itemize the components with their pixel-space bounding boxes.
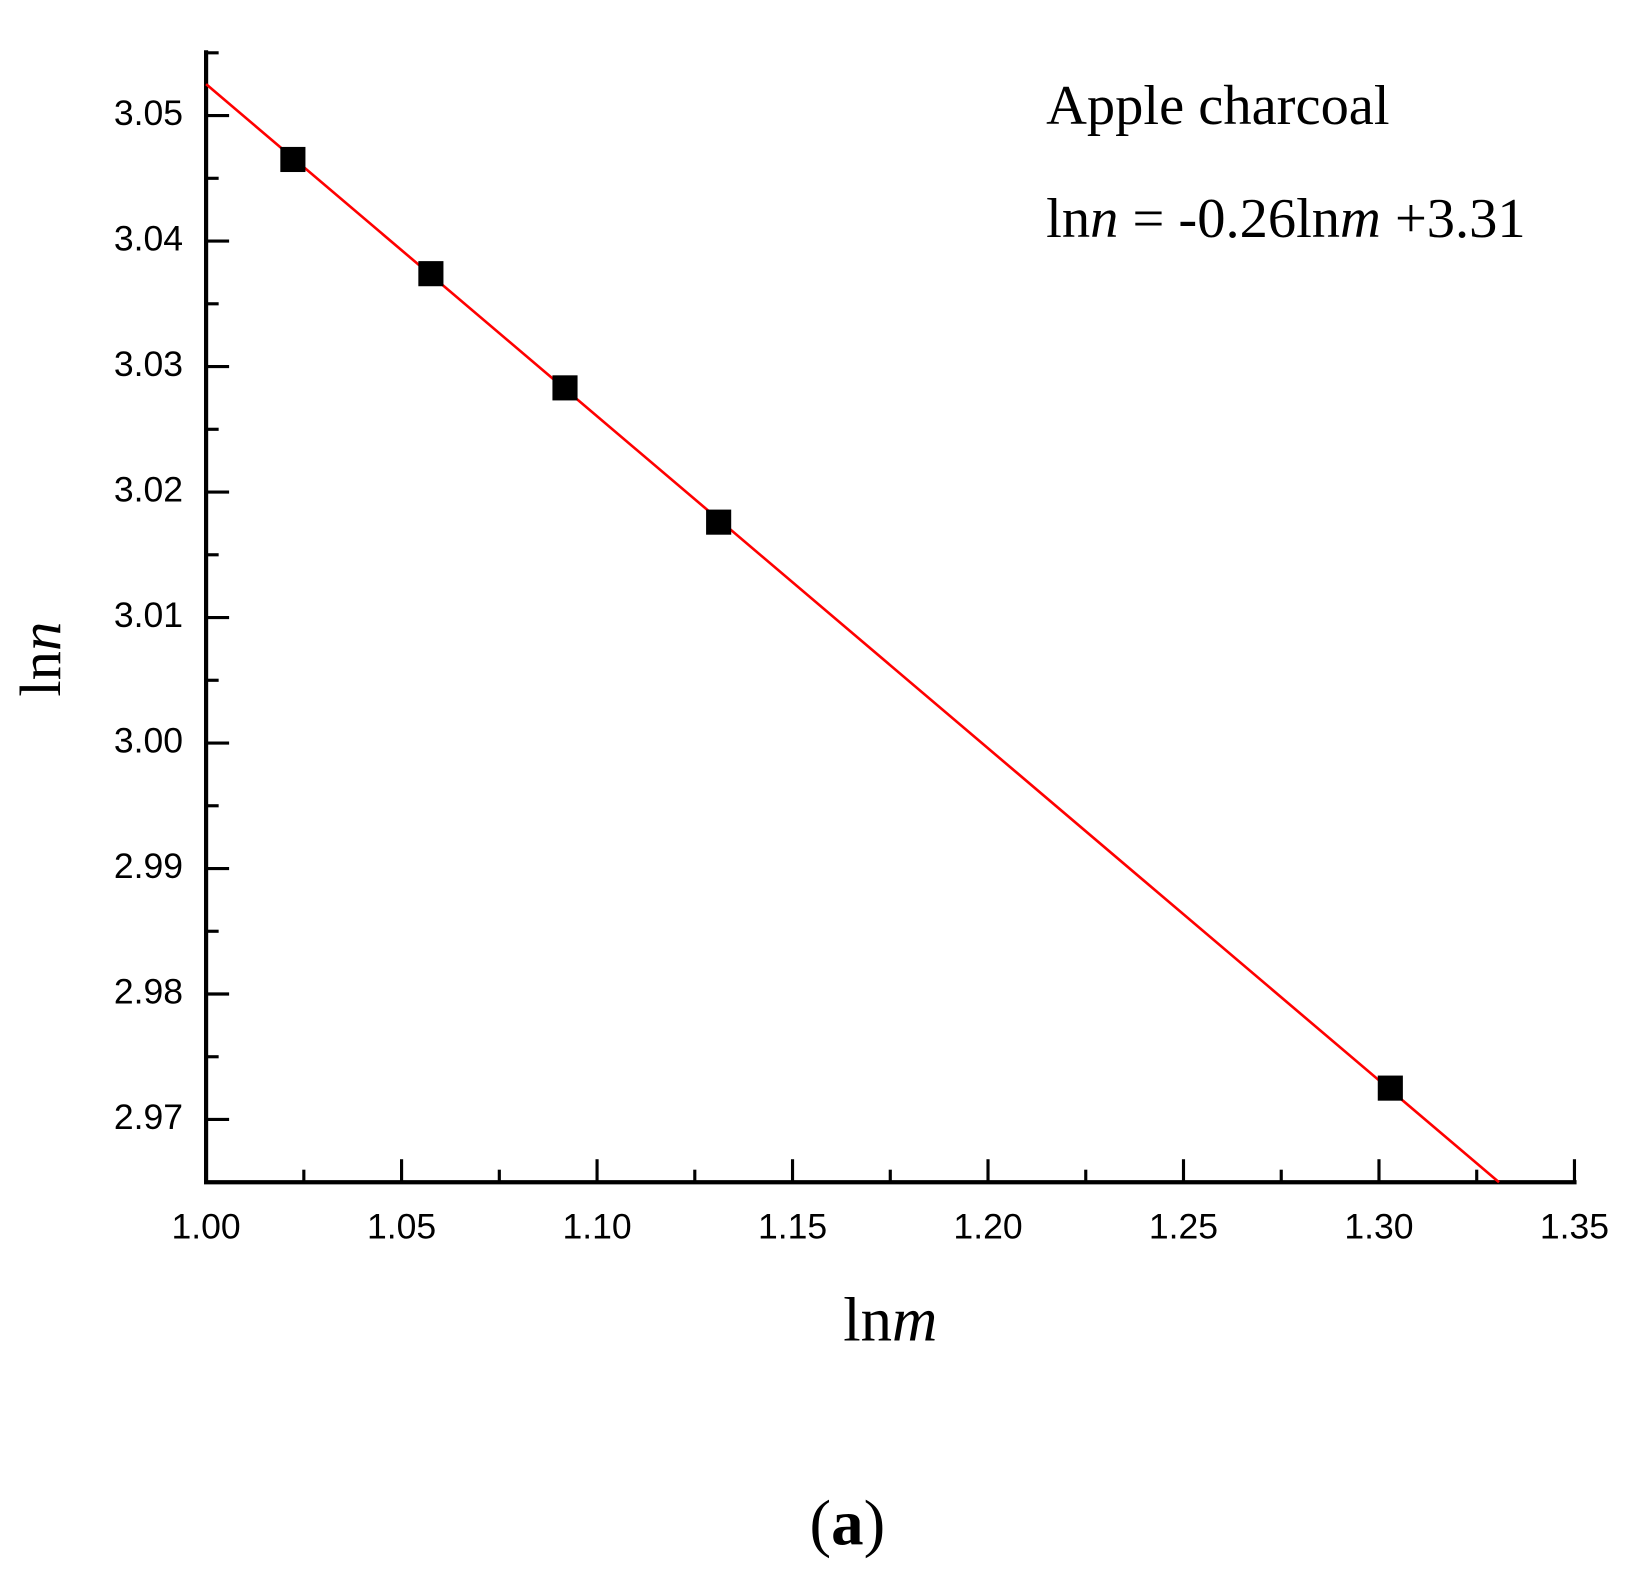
data-point: [552, 375, 578, 401]
y-tick-label: 3.00: [114, 720, 183, 760]
x-tick-label: 1.15: [758, 1207, 827, 1247]
y-tick-label: 3.04: [114, 218, 183, 258]
annotation-part: = -0.26ln: [1118, 188, 1340, 250]
data-point: [280, 146, 306, 173]
x-tick-label: 1.20: [953, 1207, 1022, 1247]
y-tick-label: 2.97: [114, 1097, 183, 1137]
y-axis-label-part: ln: [9, 651, 74, 697]
x-tick-label: 1.05: [367, 1207, 436, 1247]
x-tick-label: 1.25: [1149, 1207, 1218, 1247]
data-point: [418, 261, 444, 287]
y-tick-label: 2.98: [114, 971, 183, 1011]
annotation-part: m: [1340, 188, 1381, 250]
x-tick-label: 1.30: [1344, 1207, 1413, 1247]
annotation-part: n: [1090, 188, 1118, 250]
y-axis-label-part: n: [9, 622, 74, 651]
annotation-part: +3.31: [1381, 188, 1526, 250]
panel-label-part: (: [810, 1487, 832, 1559]
annotation-part: Apple charcoal: [1046, 75, 1389, 137]
x-axis-label-part: m: [892, 1285, 937, 1355]
x-tick-label: 1.10: [562, 1207, 631, 1247]
data-point: [1377, 1075, 1403, 1101]
annotation: Apple charcoal: [1046, 75, 1389, 137]
annotation-part: ln: [1046, 188, 1090, 250]
data-point: [706, 509, 732, 535]
x-axis-label-part: ln: [843, 1285, 892, 1355]
y-tick-label: 3.01: [114, 595, 183, 635]
y-tick-label: 3.05: [114, 93, 183, 133]
panel-label-part: ): [864, 1487, 886, 1559]
x-axis-label: lnm: [843, 1285, 937, 1355]
x-tick-label: 1.00: [171, 1207, 240, 1247]
y-tick-label: 2.99: [114, 846, 183, 886]
y-axis-label: lnn: [9, 622, 74, 697]
x-tick-label: 1.35: [1540, 1207, 1609, 1247]
y-tick-label: 3.02: [114, 469, 183, 509]
panel-label: (a): [810, 1487, 886, 1559]
panel-label-part: a: [831, 1487, 863, 1559]
y-tick-label: 3.03: [114, 344, 183, 384]
annotation: lnn = -0.26lnm +3.31: [1046, 188, 1526, 250]
